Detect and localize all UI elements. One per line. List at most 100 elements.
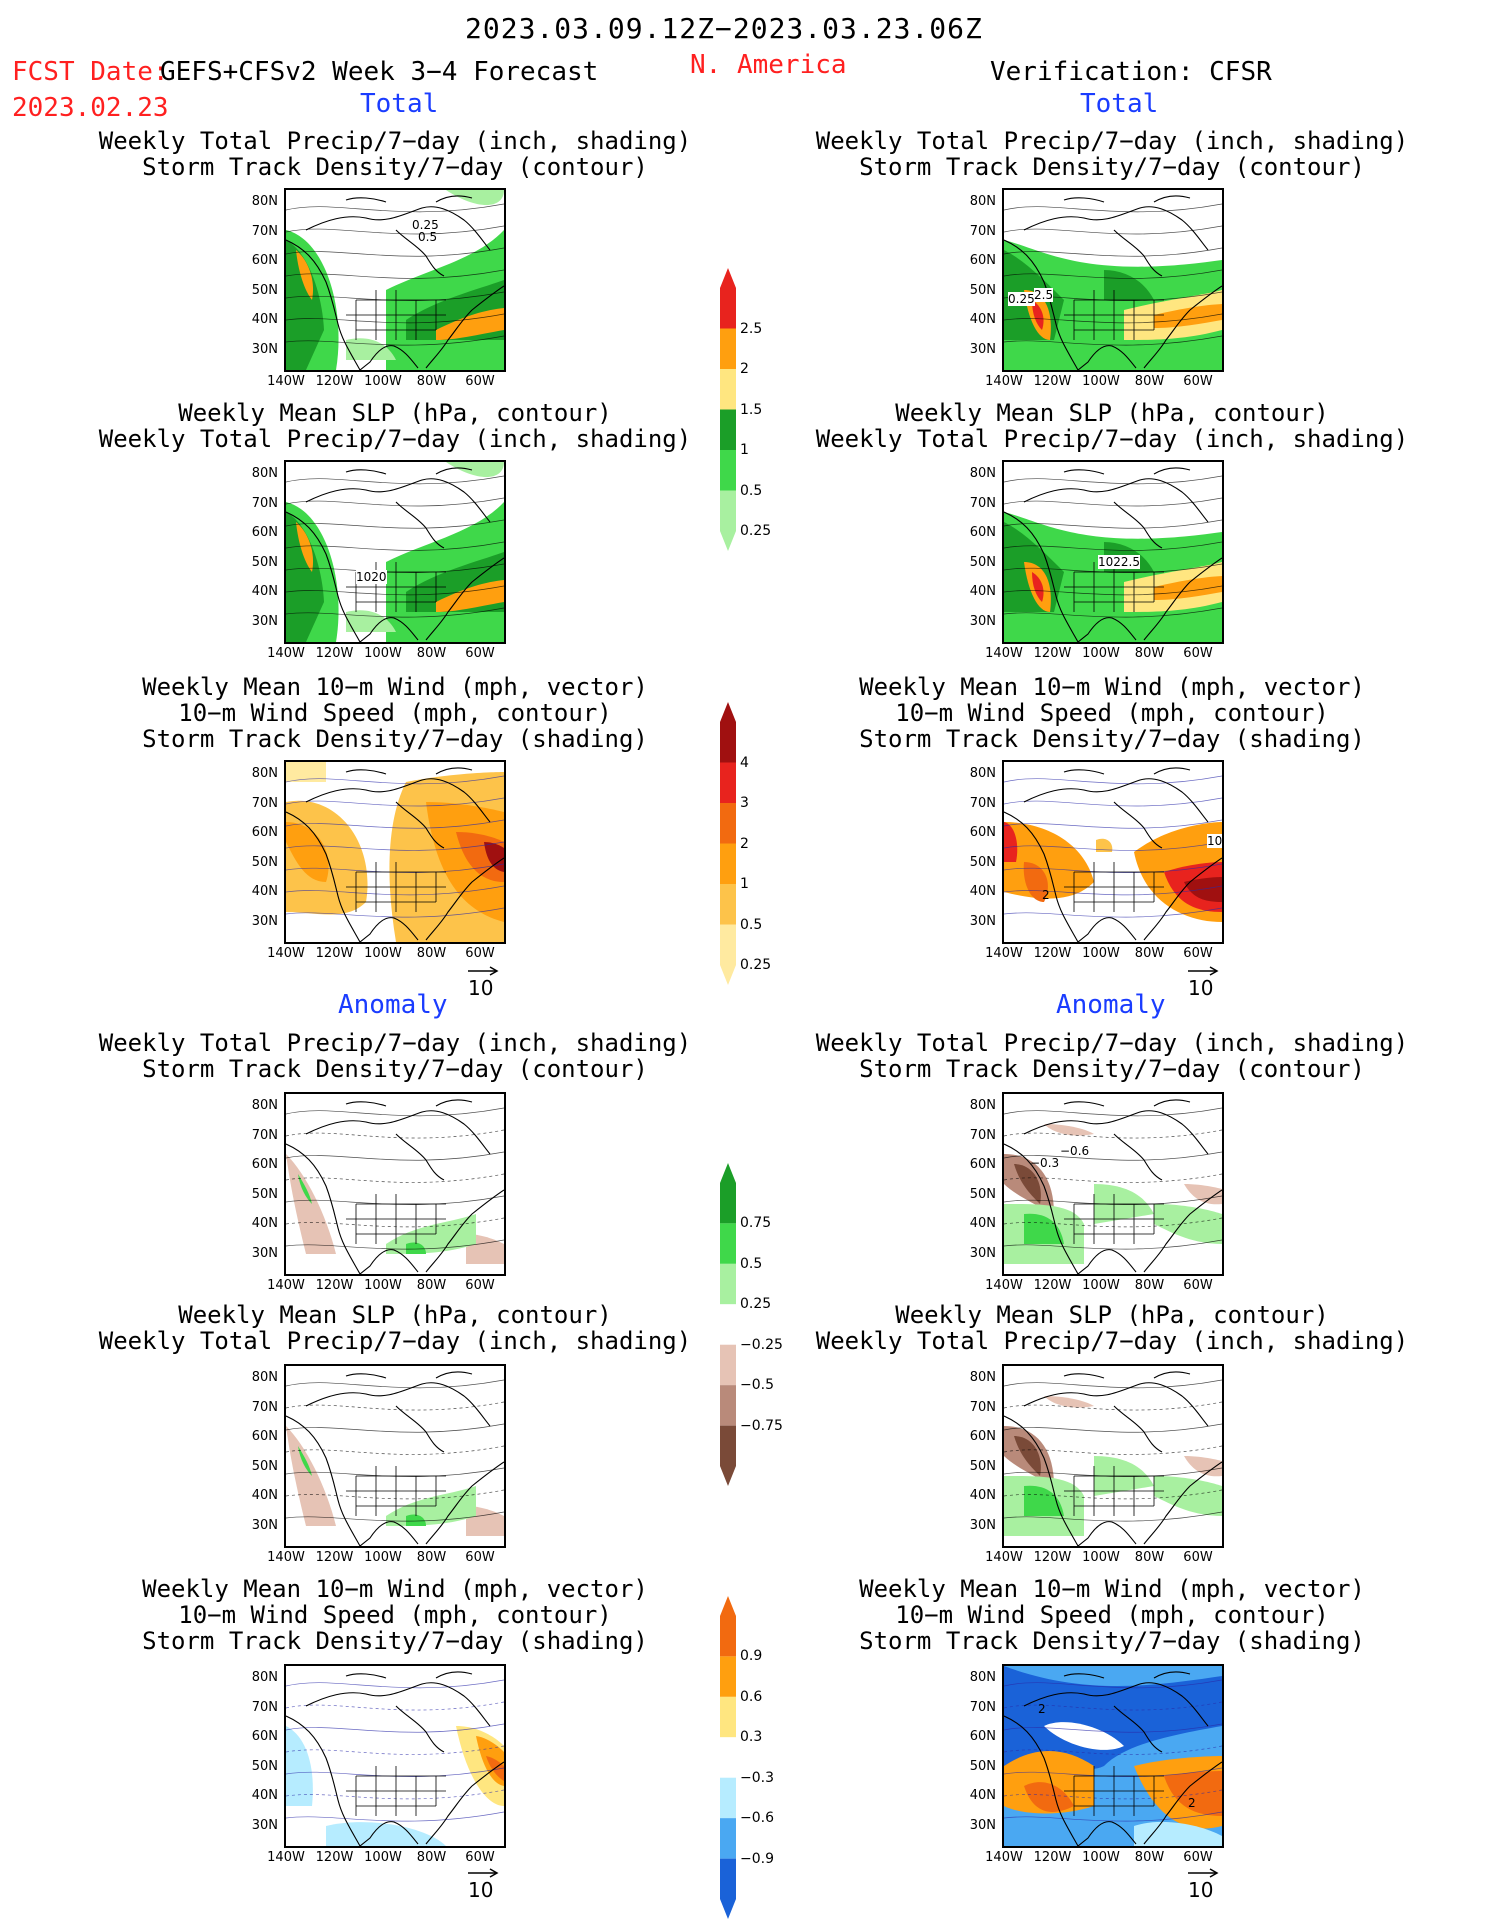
lat-label: 30N: [969, 913, 996, 929]
vector-ref-arrow-icon: [466, 962, 500, 981]
verification-label: Verification: CFSR: [990, 57, 1272, 87]
vector-ref-label: 10: [468, 976, 494, 1000]
colorbar-label: 0.6: [740, 1688, 763, 1705]
section-total-left: Total: [360, 89, 439, 119]
lat-label: 80N: [969, 466, 996, 481]
lon-label: 120W: [1033, 1278, 1072, 1293]
map-panel-anomSR: [1002, 1364, 1224, 1548]
lon-label: 60W: [1183, 374, 1213, 389]
panel-title-l3: Weekly Mean 10−m Wind (mph, vector) 10−m …: [142, 673, 648, 753]
lon-label: 120W: [1033, 1550, 1072, 1565]
map-panel-anomWL: [284, 1664, 506, 1848]
lat-label: 50N: [969, 554, 996, 570]
vector-ref-label: 10: [1188, 976, 1214, 1000]
lat-label: 60N: [251, 253, 278, 268]
lon-label: 120W: [315, 946, 354, 961]
lat-label: 70N: [251, 795, 278, 811]
lat-label: 30N: [969, 613, 996, 629]
colorbar-label: 2: [740, 361, 749, 377]
section-anomaly-right: Anomaly: [1056, 990, 1166, 1020]
lon-label: 100W: [364, 946, 402, 961]
lat-label: 80N: [969, 1670, 996, 1685]
lon-label: 100W: [364, 1850, 402, 1865]
lon-label: 120W: [1033, 946, 1072, 961]
lat-label: 40N: [251, 884, 278, 899]
lat-label: 50N: [251, 1458, 278, 1474]
lon-label: 120W: [1033, 646, 1072, 661]
lon-label: 120W: [315, 1278, 354, 1293]
model-label: GEFS+CFSv2 Week 3−4 Forecast: [160, 57, 599, 87]
lat-label: 30N: [251, 341, 278, 357]
lon-label: 140W: [267, 946, 305, 961]
lat-label: 30N: [969, 1245, 996, 1261]
colorbar-label: −0.75: [740, 1417, 783, 1434]
map-label: 0.25: [412, 218, 439, 232]
lat-label: 70N: [251, 223, 278, 239]
map-label: 1022.5: [1098, 555, 1140, 569]
lon-label: 140W: [267, 1850, 305, 1865]
panel-title-r3: Weekly Mean 10−m Wind (mph, vector) 10−m …: [859, 673, 1365, 753]
lon-label: 120W: [315, 1550, 354, 1565]
lat-label: 40N: [251, 584, 278, 599]
colorbar-storm_total: [720, 702, 736, 985]
colorbar-label: −0.9: [740, 1850, 774, 1867]
vector-ref-label: 10: [468, 1878, 494, 1902]
lon-label: 60W: [1183, 1278, 1213, 1293]
lat-label: 40N: [969, 312, 996, 327]
lat-label: 30N: [251, 1817, 278, 1833]
lon-label: 60W: [465, 1850, 495, 1865]
lon-label: 100W: [364, 374, 402, 389]
lat-label: 70N: [251, 495, 278, 511]
lat-label: 40N: [969, 1216, 996, 1231]
lon-label: 140W: [267, 1278, 305, 1293]
lon-label: 100W: [1082, 374, 1120, 389]
colorbar-label: −0.25: [740, 1336, 783, 1353]
lat-label: 80N: [251, 1370, 278, 1385]
map-label: 2: [1038, 1702, 1046, 1716]
lon-label: 80W: [1134, 646, 1165, 661]
map-panel-slpR: [1002, 460, 1224, 644]
lat-label: 50N: [969, 282, 996, 298]
map-panel-anomPR: [1002, 1092, 1224, 1276]
lon-label: 120W: [315, 374, 354, 389]
map-label: 0.25: [1008, 292, 1035, 306]
lat-label: 40N: [969, 1488, 996, 1503]
lon-label: 140W: [985, 1550, 1023, 1565]
lat-label: 80N: [251, 1670, 278, 1685]
lon-label: 60W: [1183, 646, 1213, 661]
lat-label: 30N: [969, 341, 996, 357]
lat-label: 80N: [251, 194, 278, 209]
lat-label: 40N: [251, 1216, 278, 1231]
lon-label: 60W: [465, 946, 495, 961]
lon-label: 100W: [1082, 946, 1120, 961]
lon-label: 80W: [416, 946, 447, 961]
panel-title-l5: Weekly Mean SLP (hPa, contour) Weekly Tot…: [98, 1301, 692, 1355]
lat-label: 60N: [969, 825, 996, 840]
lon-label: 80W: [1134, 1850, 1165, 1865]
map-label: 0.5: [418, 230, 438, 244]
lon-label: 80W: [416, 374, 447, 389]
panel-title-r5: Weekly Mean SLP (hPa, contour) Weekly Tot…: [815, 1301, 1409, 1355]
section-anomaly-left: Anomaly: [338, 990, 448, 1020]
lon-label: 120W: [315, 646, 354, 661]
colorbar-precip_total: [720, 268, 736, 551]
lon-label: 120W: [1033, 374, 1072, 389]
panel-title-l6: Weekly Mean 10−m Wind (mph, vector) 10−m …: [142, 1575, 648, 1655]
panel-title-r2: Weekly Mean SLP (hPa, contour) Weekly Tot…: [815, 399, 1409, 453]
lon-label: 60W: [465, 1278, 495, 1293]
lon-label: 100W: [364, 1278, 402, 1293]
lat-label: 60N: [969, 525, 996, 540]
lon-label: 60W: [1183, 1850, 1213, 1865]
lon-label: 80W: [1134, 1550, 1165, 1565]
map-panel-windR: [1002, 760, 1224, 944]
colorbar-label: 0.75: [740, 1215, 772, 1232]
map-panel-precipR: [1002, 188, 1224, 372]
map-label: 2.5: [1034, 288, 1054, 302]
lat-label: 40N: [969, 584, 996, 599]
panel-title-r1: Weekly Total Precip/7−day (inch, shading…: [815, 127, 1409, 181]
lat-label: 60N: [251, 1429, 278, 1444]
panel-title-r6: Weekly Mean 10−m Wind (mph, vector) 10−m …: [859, 1575, 1365, 1655]
lon-label: 80W: [416, 646, 447, 661]
lon-label: 60W: [1183, 946, 1213, 961]
colorbar-label: 0.25: [740, 523, 772, 539]
